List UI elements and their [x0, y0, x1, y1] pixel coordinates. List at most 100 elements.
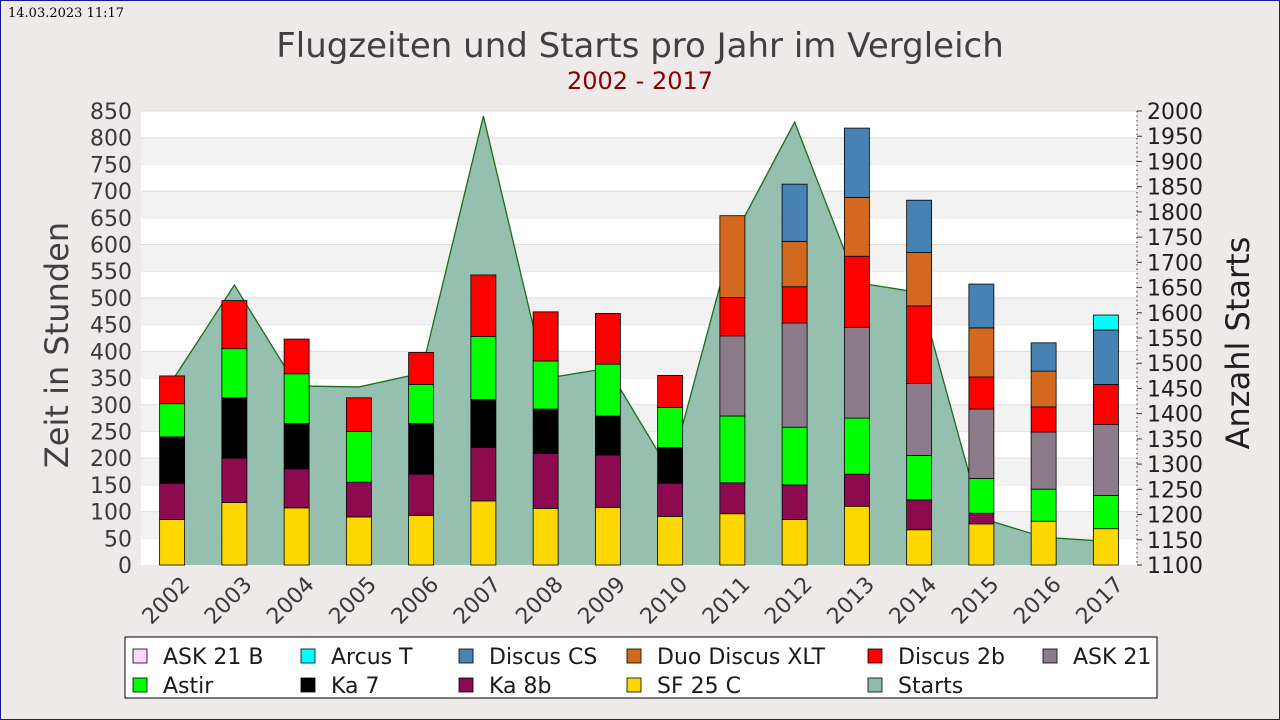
x-tick-label: 2004 — [262, 572, 319, 629]
bar-segment-ka-8b — [532, 452, 559, 509]
bar-segment-ka-7 — [221, 397, 248, 459]
bar-segment-astir — [594, 363, 621, 417]
x-tick-label: 2017 — [1072, 572, 1129, 629]
y2-tick-label: 1800 — [1147, 201, 1203, 226]
bar-segment-ka-8b — [968, 512, 995, 525]
x-tick-label: 2015 — [947, 572, 1004, 629]
bar-segment-sf-25-c — [470, 500, 497, 566]
legend-swatch-ka-7 — [300, 677, 316, 693]
legend-label: Ka 7 — [331, 674, 380, 699]
y2-tick-label: 1650 — [1147, 277, 1203, 302]
legend-label: Discus 2b — [898, 645, 1005, 670]
y-tick-label: 100 — [90, 501, 132, 526]
bar-segment-discus-2b — [843, 255, 870, 328]
legend-swatch-ask-21 — [1042, 648, 1058, 664]
bar-segment-discus-2b — [221, 300, 248, 350]
bar-segment-discus-2b — [1092, 384, 1119, 425]
bar-segment-sf-25-c — [719, 513, 746, 566]
bar-segment-sf-25-c — [906, 529, 933, 566]
bar-segment-sf-25-c — [843, 505, 870, 566]
y-tick-label: 650 — [90, 207, 132, 232]
x-tick-label: 2007 — [449, 572, 506, 629]
bar-segment-ka-7 — [470, 399, 497, 448]
x-tick-label: 2011 — [698, 572, 755, 629]
legend: ASK 21 B Arcus T Discus CS Duo Discus XLT Di… — [124, 636, 1158, 699]
bar-segment-ka-8b — [408, 473, 435, 516]
bar-segment-astir — [1092, 495, 1119, 530]
bar-segment-ka-8b — [345, 481, 372, 518]
y-tick-label: 150 — [90, 474, 132, 499]
y-tick-label: 350 — [90, 367, 132, 392]
y2-tick-label: 1500 — [1147, 352, 1203, 377]
bar-segment-discus-2b — [657, 374, 684, 408]
bar-segment-sf-25-c — [221, 502, 248, 566]
y-tick-label: 550 — [90, 260, 132, 285]
bar-segment-ask-21 — [719, 335, 746, 417]
bar-segment-ask-21 — [843, 326, 870, 419]
bar-segment-discus-2b — [968, 376, 995, 410]
grid-band — [141, 137, 1137, 165]
legend-swatch-discus-cs — [458, 648, 474, 664]
x-tick-label: 2016 — [1009, 572, 1066, 629]
bar-segment-sf-25-c — [159, 519, 186, 566]
bar-segment-ka-8b — [221, 457, 248, 503]
y-tick-label: 250 — [90, 420, 132, 445]
y-tick-label: 450 — [90, 314, 132, 339]
bar-segment-sf-25-c — [968, 523, 995, 566]
y-tick-label: 750 — [90, 153, 132, 178]
bar-segment-sf-25-c — [345, 516, 372, 566]
bar-segment-astir — [159, 403, 186, 438]
legend-swatch-ka-8b — [458, 677, 474, 693]
y2-tick-label: 1750 — [1147, 226, 1203, 251]
bar-segment-astir — [283, 373, 310, 424]
legend-label: Duo Discus XLT — [657, 645, 826, 670]
bar-segment-discus-2b — [470, 274, 497, 337]
legend-label: ASK 21 B — [163, 645, 264, 670]
bar-segment-astir — [719, 415, 746, 484]
bar-segment-discus-cs — [968, 283, 995, 329]
bar-segment-ka-8b — [594, 454, 621, 508]
chart-title: Flugzeiten und Starts pro Jahr im Vergle… — [276, 26, 1004, 66]
x-tick-label: 2002 — [138, 572, 195, 629]
bar-segment-sf-25-c — [657, 515, 684, 566]
bar-segment-ask-21 — [781, 322, 808, 428]
bar-segment-discus-cs — [906, 199, 933, 253]
bar-segment-astir — [1030, 488, 1057, 522]
bar-segment-ka-8b — [470, 447, 497, 502]
bar-segment-ka-8b — [781, 484, 808, 521]
bar-segment-discus-2b — [594, 313, 621, 365]
legend-swatch-astir — [132, 677, 148, 693]
bar-segment-astir — [906, 455, 933, 501]
bar-segment-ka-8b — [843, 473, 870, 507]
x-tick-label: 2003 — [200, 572, 257, 629]
bar-segment-discus-2b — [906, 305, 933, 384]
y2-tick-label: 1900 — [1147, 150, 1203, 175]
bar-segment-ask-21 — [1092, 424, 1119, 496]
bar-segment-astir — [968, 478, 995, 514]
x-tick-label: 2014 — [885, 572, 942, 629]
bar-segment-astir — [843, 417, 870, 475]
y2-tick-label: 1200 — [1147, 504, 1203, 529]
legend-label: Astir — [163, 674, 214, 699]
legend-swatch-starts — [867, 677, 883, 693]
y2-tick-label: 1850 — [1147, 176, 1203, 201]
bar-segment-discus-cs — [1092, 329, 1119, 385]
legend-swatch-arcus-t — [300, 648, 316, 664]
legend-label: Ka 8b — [489, 674, 551, 699]
bar-segment-discus-cs — [843, 127, 870, 198]
x-tick-label: 2012 — [760, 572, 817, 629]
legend-label: Discus CS — [489, 645, 597, 670]
bar-segment-sf-25-c — [1030, 520, 1057, 566]
y-tick-label: 500 — [90, 287, 132, 312]
y-tick-label: 50 — [104, 527, 132, 552]
legend-label: Starts — [898, 674, 963, 699]
legend-label: SF 25 C — [657, 674, 741, 699]
bar-segment-duo-discus-xlt — [781, 240, 808, 288]
bar-segment-ka-7 — [657, 447, 684, 484]
bar-segment-discus-2b — [781, 286, 808, 324]
grid-band — [141, 191, 1137, 218]
bar-segment-sf-25-c — [1092, 528, 1119, 566]
y-tick-label: 300 — [90, 394, 132, 419]
y-tick-label: 800 — [90, 127, 132, 152]
